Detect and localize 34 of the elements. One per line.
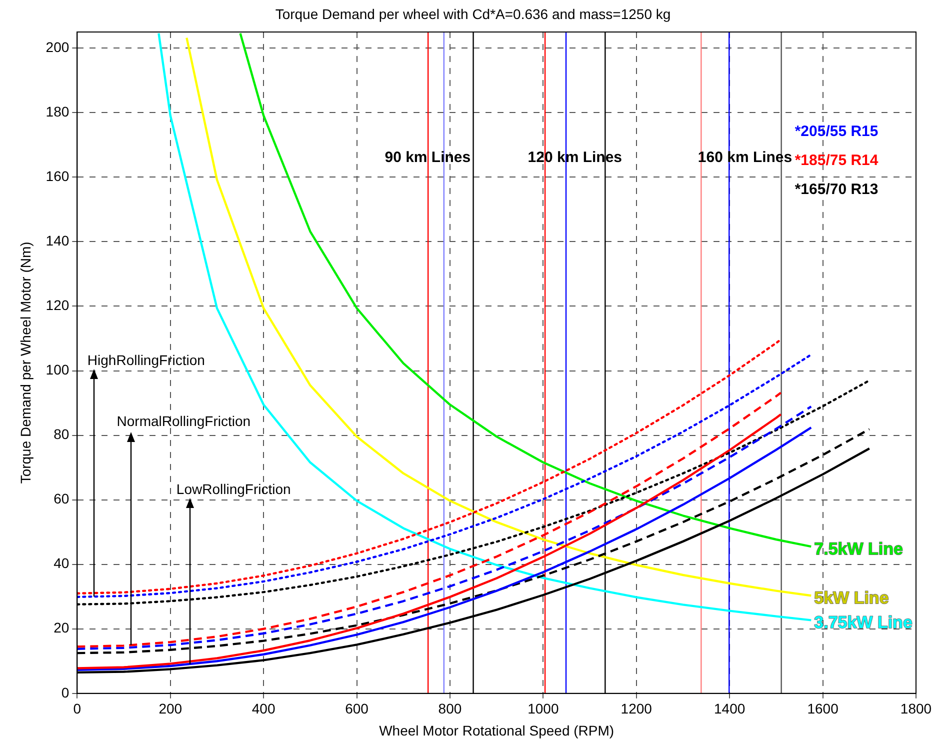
series-label: 5kW Line [814,588,889,608]
x-axis-title: Wheel Motor Rotational Speed (RPM) [379,722,614,738]
y-tick-label: 120 [46,297,70,314]
x-tick-label: 0 [73,700,82,717]
chart-title: Torque Demand per wheel with Cd*A=0.636 and mass=1250 kg [274,6,672,22]
series-label: 7.5kW Line [814,539,903,558]
y-tick-label: 0 [61,684,70,700]
y-tick-label: 180 [46,104,70,120]
y-tick-label: 140 [46,232,70,249]
x-tick-label: 600 [345,700,369,717]
annotation: *185/75 R14 [794,152,879,170]
annotation: HighRollingFriction [87,352,205,368]
y-tick-label: 200 [46,38,70,55]
y-tick-label: 160 [46,168,70,184]
x-tick-label: 1600 [807,700,839,717]
y-tick-label: 60 [54,490,70,507]
y-axis-title: Torque Demand per Wheel Motor (Nm) [17,242,34,484]
x-tick-label: 1000 [528,700,559,717]
annotation: *165/70 R13 [794,181,878,198]
y-tick-label: 100 [46,362,70,378]
series-label: 3.75kW Line [814,612,912,632]
x-tick-label: 1800 [900,700,932,717]
annotation: *205/55 R15 [794,123,878,140]
y-tick-label: 80 [54,426,70,442]
annotation: LowRollingFriction [176,481,291,497]
x-tick-label: 200 [158,700,182,717]
x-tick-label: 1400 [714,700,746,717]
x-tick-label: 400 [252,700,276,717]
annotation: NormalRollingFriction [116,413,251,430]
x-tick-label: 1200 [620,700,652,717]
x-tick-label: 800 [438,700,462,717]
y-tick-label: 40 [54,555,70,572]
y-tick-label: 20 [54,620,70,636]
annotation: 90 km Lines [384,148,471,166]
